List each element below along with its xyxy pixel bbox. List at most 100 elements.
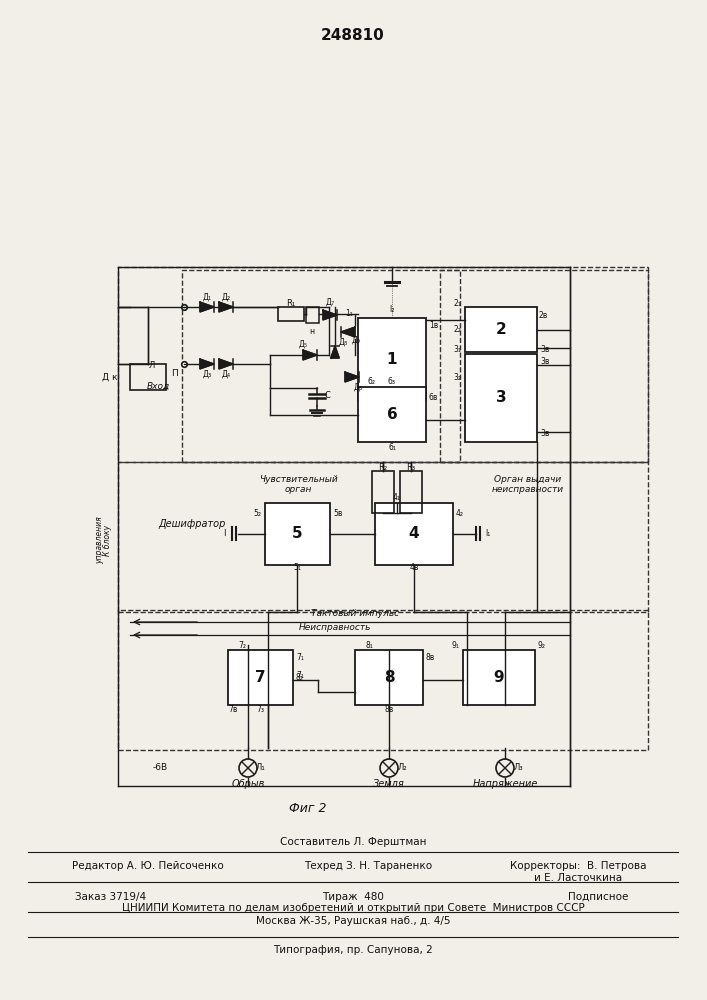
Text: 3в: 3в	[540, 346, 549, 355]
Text: 6: 6	[387, 407, 397, 422]
Text: 8₂: 8₂	[296, 674, 304, 682]
Bar	[372, 471, 394, 513]
Polygon shape	[219, 302, 233, 312]
Text: Вход: Вход	[146, 381, 170, 390]
Text: 4₁: 4₁	[393, 493, 401, 502]
Polygon shape	[331, 346, 339, 358]
Text: 8в: 8в	[426, 654, 436, 662]
Text: R₂: R₂	[378, 462, 387, 472]
Bar	[465, 354, 537, 442]
Polygon shape	[341, 327, 355, 337]
Bar	[440, 270, 648, 462]
Polygon shape	[303, 350, 317, 360]
Text: 7в: 7в	[228, 706, 238, 714]
Polygon shape	[200, 302, 214, 312]
Polygon shape	[345, 372, 359, 382]
Text: 6₁: 6₁	[388, 442, 396, 452]
Polygon shape	[323, 310, 337, 320]
Bar	[228, 650, 293, 705]
Text: I: I	[223, 530, 226, 538]
Text: 8₁: 8₁	[365, 641, 373, 650]
Bar	[358, 387, 426, 442]
Text: Земля: Земля	[373, 779, 405, 789]
Polygon shape	[219, 359, 233, 369]
Bar	[130, 364, 166, 390]
Text: 6₂: 6₂	[368, 377, 376, 386]
Text: 5₂: 5₂	[253, 508, 261, 518]
Text: Техред З. Н. Тараненко: Техред З. Н. Тараненко	[304, 861, 432, 871]
Text: управления: управления	[95, 516, 105, 564]
Text: 3в: 3в	[540, 430, 549, 438]
Text: Д₇: Д₇	[325, 298, 334, 306]
Bar	[265, 503, 330, 565]
Text: Тактовый импульс: Тактовый импульс	[311, 609, 399, 618]
Text: 9₂: 9₂	[538, 641, 546, 650]
Text: Типография, пр. Сапунова, 2: Типография, пр. Сапунова, 2	[273, 945, 433, 955]
Text: 5₁: 5₁	[293, 564, 301, 572]
Text: Д₂: Д₂	[221, 292, 230, 302]
Text: Дешифратор: Дешифратор	[158, 519, 226, 529]
Text: 9₁: 9₁	[451, 641, 459, 650]
Text: неисправности: неисправности	[492, 486, 564, 494]
Text: Орган выдачи: Орган выдачи	[494, 476, 561, 485]
Text: Л₁: Л₁	[256, 764, 266, 772]
Text: Д₉: Д₉	[351, 336, 361, 344]
Text: н: н	[310, 326, 315, 336]
Text: Составитель Л. Ферштман: Составитель Л. Ферштман	[280, 837, 426, 847]
Text: 1в: 1в	[429, 322, 438, 330]
Text: Л₃: Л₃	[513, 764, 522, 772]
Text: и Е. Ласточкина: и Е. Ласточкина	[534, 873, 622, 883]
Text: 3₂: 3₂	[453, 373, 461, 382]
Bar	[463, 650, 535, 705]
Text: П: П	[172, 369, 178, 378]
Bar	[118, 462, 648, 612]
Text: Заказ 3719/4: Заказ 3719/4	[75, 892, 146, 902]
Text: R₁: R₁	[286, 298, 296, 308]
Bar	[278, 307, 304, 321]
Text: Москва Ж-35, Раушская наб., д. 4/5: Москва Ж-35, Раушская наб., д. 4/5	[256, 916, 450, 926]
Text: орган: орган	[284, 486, 312, 494]
Text: 6в: 6в	[429, 392, 438, 401]
Text: 4в: 4в	[409, 564, 419, 572]
Text: 2: 2	[496, 322, 506, 337]
Bar	[358, 318, 426, 400]
Text: Д к: Д к	[103, 372, 118, 381]
Bar	[375, 503, 453, 565]
Text: R₃: R₃	[407, 462, 416, 472]
Bar	[355, 650, 423, 705]
Text: 4₂: 4₂	[456, 508, 464, 518]
Text: Л: Л	[148, 360, 156, 369]
Text: Редактор А. Ю. Пейсоченко: Редактор А. Ю. Пейсоченко	[72, 861, 224, 871]
Text: 3в: 3в	[540, 358, 549, 366]
Text: 7₂: 7₂	[238, 641, 246, 650]
Text: 3₁: 3₁	[453, 346, 461, 355]
Text: Д₅: Д₅	[298, 340, 308, 349]
Text: С: С	[325, 391, 331, 400]
Bar	[465, 307, 537, 352]
Text: Фиг 2: Фиг 2	[289, 802, 327, 814]
Text: ЦНИИПИ Комитета по делам изобретений и открытий при Совете  Министров СССР: ЦНИИПИ Комитета по делам изобретений и о…	[122, 903, 585, 913]
Text: 2₂: 2₂	[453, 324, 461, 334]
Text: Д₈: Д₈	[339, 338, 348, 347]
Text: 7₁: 7₁	[296, 672, 304, 680]
Text: Д₃: Д₃	[202, 369, 211, 378]
Text: 5: 5	[292, 526, 303, 542]
Text: Корректоры:  В. Петрова: Корректоры: В. Петрова	[510, 861, 646, 871]
Text: 8в: 8в	[385, 706, 394, 714]
Text: Д₁: Д₁	[202, 292, 211, 302]
Text: Тираж  480: Тираж 480	[322, 892, 384, 902]
Text: Неисправность: Неисправность	[299, 622, 371, 632]
Text: 2₁: 2₁	[453, 298, 461, 308]
Text: Д₆: Д₆	[354, 382, 363, 391]
Text: 248810: 248810	[321, 27, 385, 42]
Text: К блоку: К блоку	[103, 524, 112, 556]
Text: 7₃: 7₃	[256, 706, 264, 714]
Text: I₁: I₁	[486, 530, 491, 538]
Polygon shape	[200, 359, 214, 369]
Text: 9: 9	[493, 670, 504, 685]
Text: Л₂: Л₂	[397, 764, 407, 772]
Text: Напряжение: Напряжение	[472, 779, 538, 789]
Text: 4: 4	[409, 526, 419, 542]
Bar	[118, 267, 648, 462]
Bar	[400, 471, 422, 513]
